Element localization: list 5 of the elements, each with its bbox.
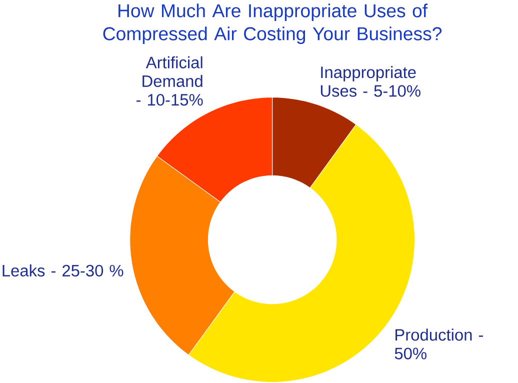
slice-label: Inappropriate Uses - 5-10% [320,66,420,98]
slice-label: Leaks - 25-30 % [2,264,124,277]
slice-label: Artificial Demand - 10-15% [136,56,203,106]
slice-label: Production - 50% [394,328,483,360]
chart-title: How Much Are Inappropriate Uses of Compressed Air Costing Your Business? [103,4,442,44]
